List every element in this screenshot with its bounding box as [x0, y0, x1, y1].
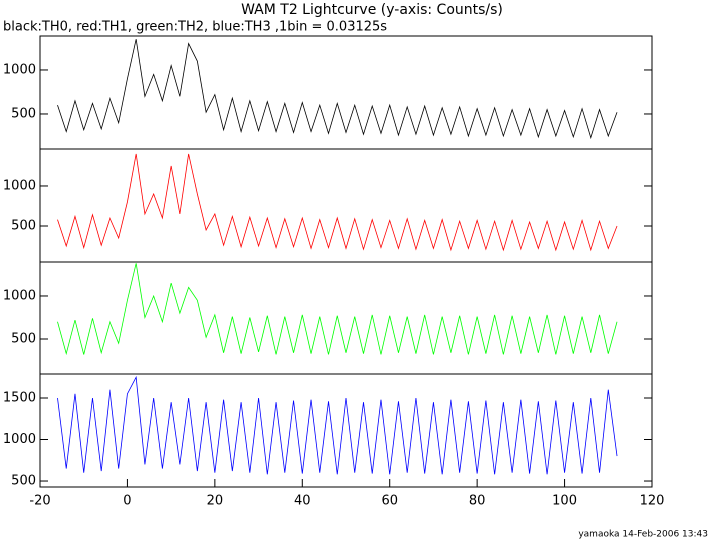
panel-frame — [39, 148, 653, 263]
y-tick-label: 500 — [11, 474, 36, 489]
y-tick-label: 500 — [11, 218, 36, 233]
y-tick-label: 1000 — [3, 62, 36, 77]
x-tick-label: 60 — [381, 494, 398, 509]
chart-subtitle: black:TH0, red:TH1, green:TH2, blue:TH3 … — [3, 20, 387, 35]
footer: yamaoka 14-Feb-2006 13:43 — [578, 530, 708, 540]
y-tick-label: 500 — [11, 331, 36, 346]
x-tick-label: 20 — [207, 494, 224, 509]
panel-frame — [39, 261, 653, 375]
x-tick-label: 80 — [469, 494, 486, 509]
y-tick-label: 1000 — [3, 178, 36, 193]
x-tick-label: 0 — [123, 494, 131, 509]
y-tick-label: 1000 — [3, 288, 36, 303]
lightcurve — [57, 153, 618, 252]
y-tick-label: 1000 — [3, 432, 36, 447]
lightcurve — [57, 375, 618, 475]
lightcurve — [57, 263, 618, 356]
panel-frame — [39, 373, 653, 488]
x-tick-label: 100 — [552, 494, 577, 509]
x-tick-label: 120 — [640, 494, 665, 509]
y-tick-label: 1500 — [3, 390, 36, 405]
y-tick-label: 500 — [11, 106, 36, 121]
x-tick-label: 40 — [294, 494, 311, 509]
lightcurve — [57, 39, 618, 140]
chart-title: WAM T2 Lightcurve (y-axis: Counts/s) — [241, 2, 503, 18]
x-tick-label: -20 — [29, 494, 50, 509]
